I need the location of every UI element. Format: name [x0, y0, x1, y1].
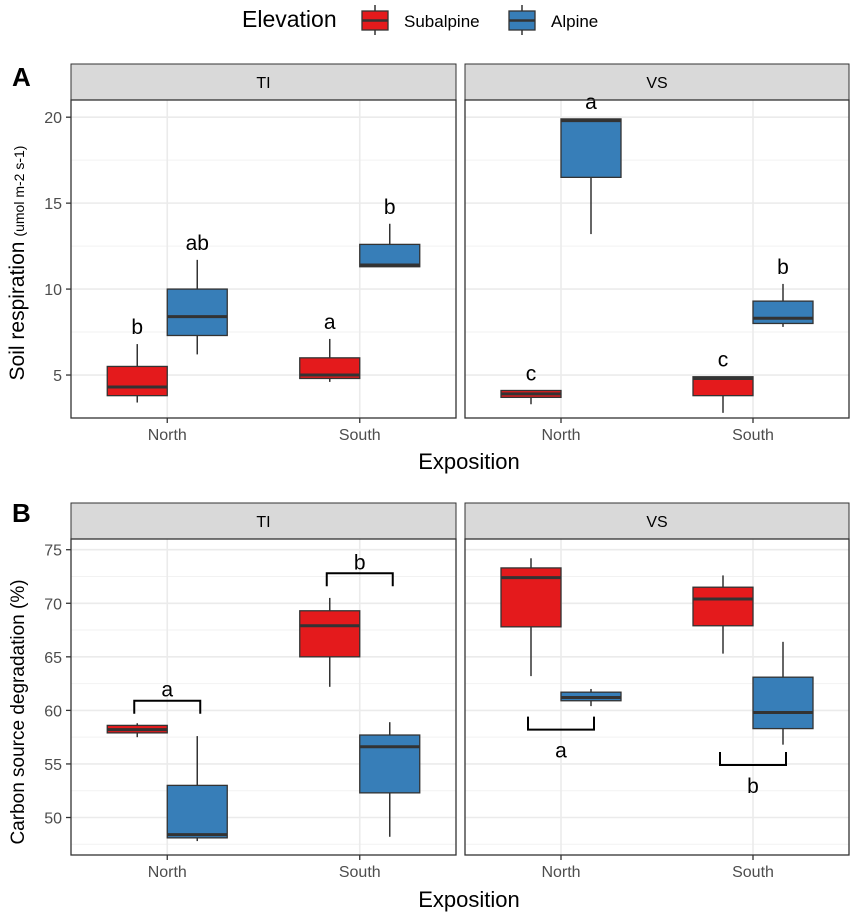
- panel-a-ti-y-tick-label: 10: [44, 282, 62, 299]
- panel-b-vs-box-north-alpine: [560, 688, 622, 707]
- panel-b-ti-bracket-north-sig-label: a: [161, 679, 173, 702]
- panel-a-vs-strip: [464, 63, 850, 101]
- panel-a-vs-box-south-alpine-sig-label: b: [777, 256, 789, 279]
- panel-label-b: B: [12, 498, 31, 528]
- panel-b-ti-bracket-north: a: [133, 679, 202, 714]
- panel-b-ti-box-north-alpine-iqr: [166, 784, 228, 839]
- panel-a-vs-box-south-alpine: b: [752, 256, 814, 327]
- panel-b-vs-box-north-subalpine: [500, 558, 562, 677]
- legend-label-subalpine: Subalpine: [404, 12, 480, 31]
- panel-a-ti-box-south-alpine-sig-label: b: [384, 196, 396, 219]
- panel-a-ti-box-south-alpine-iqr: [359, 243, 421, 268]
- panel-a-vs-strip-label: VS: [646, 75, 667, 92]
- panel-a-ti-box-south-subalpine-iqr: [299, 357, 361, 380]
- panel-a-y-axis-units: (umol m-2 s-1): [11, 146, 27, 237]
- panel-label-a: A: [12, 62, 31, 92]
- panel-a-ti-box-south-subalpine: a: [299, 311, 361, 382]
- panel-a-vs-x-tick-label: North: [541, 427, 580, 444]
- panel-a-vs-box-north-subalpine: c: [500, 362, 562, 405]
- panel-b-ti-box-north-subalpine: [106, 723, 168, 738]
- panel-a-vs-box-north-alpine-iqr: [560, 118, 622, 179]
- panel-a-vs: VS c a c b North South: [464, 63, 850, 444]
- panel-b-ti-bracket-south-sig-label: b: [354, 551, 366, 574]
- panel-b-vs-strip: [464, 502, 850, 540]
- panel-b-ti-box-south-alpine: [359, 722, 421, 837]
- panel-b-ti-border: [70, 538, 457, 856]
- panel-b-vs: VS a b North South: [464, 502, 850, 881]
- panel-b-vs-box-south-alpine-iqr: [752, 676, 814, 730]
- panel-a-vs-box-south-subalpine-sig-label: c: [718, 349, 729, 372]
- legend: Elevation Subalpine Alpine: [242, 5, 598, 35]
- panel-b-ti-y-tick-label: 60: [44, 703, 62, 720]
- panel-a-ti-border: [70, 99, 457, 419]
- panel-b-vs-box-south-alpine: [752, 641, 814, 745]
- panel-b-ti-x-tick-label: North: [148, 864, 187, 881]
- panel-b-vs-bracket-south-line: [719, 752, 787, 767]
- panel-b-ti-y-tick-label: 55: [44, 757, 62, 774]
- panel-b-ti-x-tick-label: South: [339, 864, 381, 881]
- panel-a-ti-x-tick-label: North: [148, 427, 187, 444]
- panel-b-ti-y-tick-label: 75: [44, 543, 62, 560]
- panel-a-ti-box-north-alpine-iqr: [166, 288, 228, 337]
- panel-b-ti-box-south-subalpine-iqr: [299, 610, 361, 658]
- panel-a-ti-box-north-subalpine-iqr: [106, 365, 168, 397]
- panel-b-vs-bracket-north-line: [527, 716, 595, 731]
- panel-b-ti-box-south-alpine-iqr: [359, 734, 421, 794]
- panel-a-ti-box-south-subalpine-sig-label: a: [324, 311, 336, 334]
- panel-a-vs-x-tick-label: South: [732, 427, 774, 444]
- panel-b-vs-bracket-south-sig-label: b: [747, 775, 759, 798]
- panel-b-ti-strip: [70, 502, 457, 540]
- panel-a-ti-box-north-alpine: ab: [166, 232, 228, 355]
- panel-b-vs-strip-label: VS: [646, 514, 667, 531]
- panel-b-vs-box-south-subalpine: [692, 575, 754, 654]
- panel-a-vs-box-south-subalpine-iqr: [692, 376, 754, 397]
- panel-a-vs-box-north-alpine: a: [560, 91, 622, 235]
- panel-b-ti: TI a b North South 50 55 60 65 70 75: [44, 502, 457, 881]
- panel-b-vs-x-tick-label: North: [541, 864, 580, 881]
- panel-b-vs-bracket-north-sig-label: a: [555, 740, 567, 763]
- panel-a-ti-y-tick-label: 5: [53, 368, 62, 385]
- legend-key-subalpine: [361, 5, 389, 35]
- panel-b-x-axis-title: Exposition: [418, 887, 520, 912]
- panel-b-ti-y-tick-label: 70: [44, 596, 62, 613]
- panel-a-ti-box-north-subalpine: b: [106, 316, 168, 403]
- legend-title: Elevation: [242, 6, 337, 32]
- panel-a-ti-strip: [70, 63, 457, 101]
- panel-a-y-axis-label: Soil respiration (umol m-2 s-1): [6, 146, 29, 381]
- panel-b-ti-box-south-subalpine: [299, 597, 361, 687]
- panel-a-ti-box-north-alpine-sig-label: ab: [186, 232, 209, 255]
- panel-a-vs-border: [464, 99, 850, 419]
- panel-a-x-axis-title: Exposition: [418, 449, 520, 474]
- panel-b-ti-strip-label: TI: [256, 514, 270, 531]
- panel-a-ti-x-tick-label: South: [339, 427, 381, 444]
- panel-b-ti-y-tick-label: 50: [44, 811, 62, 828]
- panel-a-vs-box-south-subalpine: c: [692, 349, 754, 413]
- panel-a-vs-box-north-subalpine-sig-label: c: [526, 362, 537, 385]
- panel-b-ti-bracket-south-line: [325, 572, 394, 587]
- panel-b-ti-box-north-alpine: [166, 736, 228, 842]
- panel-a-vs-box-north-alpine-sig-label: a: [585, 91, 597, 114]
- panel-b-vs-bracket-north: a: [527, 716, 595, 763]
- panel-b-vs-border: [464, 538, 850, 856]
- panel-b-vs-x-tick-label: South: [732, 864, 774, 881]
- panel-a-ti-box-north-subalpine-sig-label: b: [131, 316, 143, 339]
- panel-b-ti-bracket-north-line: [133, 699, 202, 714]
- panel-a-y-axis-title: Soil respiration: [6, 242, 29, 381]
- panel-b-ti-y-tick-label: 65: [44, 650, 62, 667]
- panel-a-ti-strip-label: TI: [256, 75, 270, 92]
- panel-b-y-axis-label: Carbon source degradation (%): [8, 579, 29, 844]
- legend-key-alpine: [508, 5, 536, 35]
- panel-a-ti-y-tick-label: 20: [44, 110, 62, 127]
- panel-b-vs-box-south-subalpine-iqr: [692, 586, 754, 627]
- panel-a-vs-box-south-alpine-iqr: [752, 300, 814, 325]
- panel-a-ti-box-south-alpine: b: [359, 196, 421, 268]
- panel-b-ti-bracket-south: b: [325, 551, 394, 587]
- panel-a-ti-y-tick-label: 15: [44, 196, 62, 213]
- panel-b-vs-bracket-south: b: [719, 752, 787, 798]
- legend-label-alpine: Alpine: [551, 12, 598, 31]
